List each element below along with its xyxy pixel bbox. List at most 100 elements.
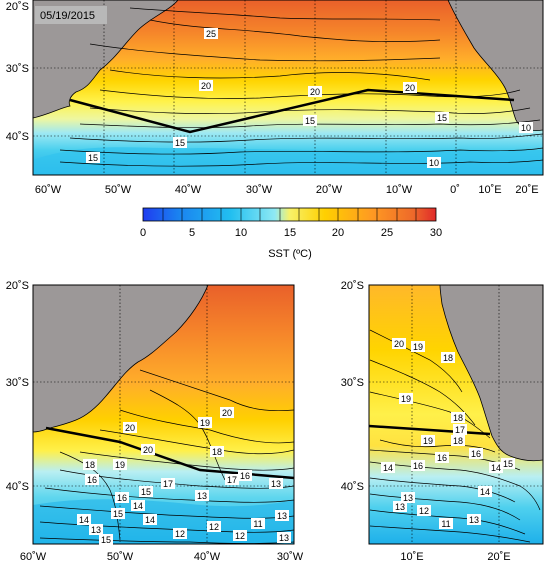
lon-label: 10˚E [478,184,501,196]
lon-label: 20˚E [487,551,510,563]
contour-label: 19 [423,436,433,446]
lat-labels-top: 20˚S 30˚S 40˚S [6,1,29,143]
contour-label: 12 [209,522,219,532]
lon-label: 10˚W [386,184,413,196]
lat-label: 30˚S [6,63,29,75]
contour-label: 14 [145,515,155,525]
lon-label: 50˚W [107,551,134,563]
contour-label: 18 [443,353,453,363]
contour-label: 13 [395,502,405,512]
lat-label: 30˚S [6,377,29,389]
contour-label: 20 [310,87,320,97]
lat-label: 40˚S [341,481,364,493]
colorbar-ticks: 0 5 10 15 20 25 30 [140,227,442,239]
contour-label: 15 [88,153,98,163]
land-africa [439,285,543,462]
contour-label: 20 [222,408,232,418]
lon-label: 40˚W [194,551,221,563]
contour-labels-top: 25 20 20 20 15 15 15 10 15 10 [86,28,533,168]
lon-label: 10˚E [400,551,423,563]
contour-label: 16 [471,449,481,459]
contour-label: 16 [437,453,447,463]
map-panel-bottom-left: 20 19 20 18 19 20 18 17 16 13 16 17 16 1… [6,280,304,563]
contour-labels-bottom-left: 20 19 20 18 19 20 18 17 16 13 16 17 16 1… [77,407,291,545]
contour-label: 19 [115,460,125,470]
contour-label: 13 [271,479,281,489]
colorbar-tick: 0 [140,227,146,239]
frame-bottom-left [32,284,295,545]
transect-line-top [69,88,515,134]
contour-label: 16 [87,475,97,485]
lon-label: 50˚W [105,184,132,196]
contour-label: 17 [227,475,237,485]
land-south-america [33,0,179,119]
colorbar-tick: 15 [284,227,296,239]
contour-label: 15 [305,116,315,126]
contour-label: 15 [101,535,111,545]
lon-labels-bottom-right: 10˚E 20˚E [400,551,510,563]
contour-label: 20 [405,83,415,93]
contour-label: 20 [201,81,211,91]
contour-label: 15 [175,138,185,148]
contour-label: 20 [125,423,135,433]
lat-label: 20˚S [6,1,29,13]
contour-label: 14 [383,463,393,473]
lon-label: 30˚W [246,184,273,196]
contour-label: 12 [235,531,245,541]
colorbar-tick: 30 [430,227,442,239]
contour-label: 15 [141,487,151,497]
colorbar-divisions [162,208,417,221]
contour-label: 11 [253,519,262,529]
contour-label: 12 [175,529,185,539]
transect-line-bottom-right [368,424,491,436]
contour-label: 17 [455,425,465,435]
contour-label: 15 [113,509,123,519]
contour-label: 14 [133,501,143,511]
contour-label: 16 [117,493,127,503]
lon-label: 20˚W [316,184,343,196]
contour-label: 13 [277,511,287,521]
contour-label: 19 [413,342,423,352]
contour-label: 13 [197,491,207,501]
contour-label: 10 [521,123,531,133]
colorbar-tick: 10 [235,227,247,239]
lat-label: 20˚S [6,280,29,292]
frame-top [32,0,544,176]
lon-label: 60˚W [20,551,47,563]
lat-labels-bottom-right: 20˚S 30˚S 40˚S [341,280,364,493]
lon-label: 20˚E [515,184,538,196]
contour-label: 15 [437,113,447,123]
lon-label: 40˚W [175,184,202,196]
lat-label: 40˚S [6,481,29,493]
contour-label: 13 [279,533,289,543]
date-label: 05/19/2015 [40,10,95,22]
contour-label: 17 [163,479,173,489]
lat-label: 20˚S [341,280,364,292]
lon-label: 30˚W [277,551,304,563]
lat-label: 30˚S [341,377,364,389]
contour-label: 13 [91,525,101,535]
contour-label: 18 [212,447,222,457]
lon-labels-bottom-left: 60˚W 50˚W 40˚W 30˚W [20,551,304,563]
lat-label: 40˚S [6,131,29,143]
contour-label: 13 [469,515,479,525]
frame-bottom-right [368,284,544,545]
colorbar-label: SST (ºC) [268,248,312,260]
colorbar-tick: 25 [381,227,393,239]
contour-label: 14 [79,515,89,525]
contour-label: 14 [480,487,490,497]
contour-label: 18 [85,460,95,470]
colorbar-bar [142,207,437,222]
contour-label: 10 [429,158,439,168]
date-label-box [35,6,107,24]
contour-labels-bottom-right: 20 19 18 19 18 17 19 18 16 16 15 14 16 1… [381,338,515,529]
lon-label: 0˚ [450,184,460,196]
contour-label: 19 [200,418,210,428]
contour-label: 12 [419,506,429,516]
contour-label: 19 [401,394,411,404]
contour-label: 15 [503,459,513,469]
contour-label: 13 [403,493,413,503]
contour-label: 16 [240,471,250,481]
contour-label: 14 [491,463,501,473]
